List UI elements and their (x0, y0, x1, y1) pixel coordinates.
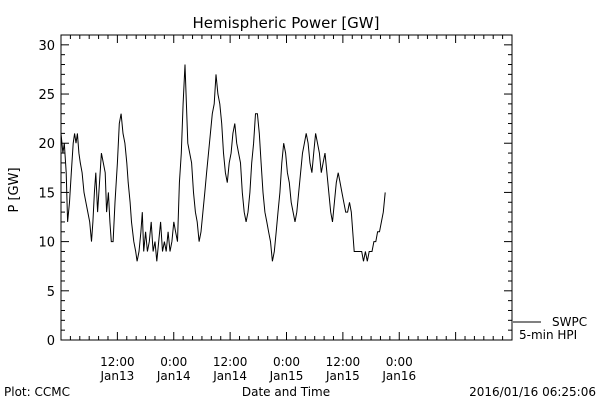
x-tick-date-label: Jan15 (325, 369, 360, 383)
legend-label-hpi: 5-min HPI (519, 328, 577, 342)
y-tick-label: 15 (38, 186, 55, 201)
y-tick-label: 10 (38, 236, 55, 251)
footer-timestamp: 2016/01/16 06:25:06 (469, 385, 596, 399)
x-tick-date-label: Jan15 (269, 369, 304, 383)
y-tick-label: 5 (47, 285, 55, 300)
x-tick-date-label: Jan14 (212, 369, 247, 383)
x-tick-time-label: 0:00 (160, 355, 187, 369)
chart-title: Hemispheric Power [GW] (193, 14, 380, 32)
y-axis-label: P [GW] (7, 167, 22, 212)
x-tick-time-label: 0:00 (386, 355, 413, 369)
y-tick-label: 20 (38, 137, 55, 152)
x-tick-time-label: 12:00 (100, 355, 135, 369)
series-line-hpi (60, 64, 386, 262)
y-tick-label: 30 (38, 39, 55, 54)
plot-layer: 05101520253012:00Jan130:00Jan1412:00Jan1… (38, 34, 513, 383)
x-tick-date-label: Jan14 (156, 369, 191, 383)
x-tick-date-label: Jan16 (381, 369, 416, 383)
legend-label-swpc: SWPC (552, 315, 587, 329)
y-tick-label: 25 (38, 88, 55, 103)
footer-credit: Plot: CCMC (4, 385, 70, 399)
x-tick-time-label: 12:00 (213, 355, 248, 369)
x-axis-label: Date and Time (242, 385, 330, 399)
x-tick-date-label: Jan13 (99, 369, 134, 383)
y-tick-label: 0 (47, 334, 55, 349)
x-tick-time-label: 0:00 (273, 355, 300, 369)
x-tick-time-label: 12:00 (326, 355, 361, 369)
